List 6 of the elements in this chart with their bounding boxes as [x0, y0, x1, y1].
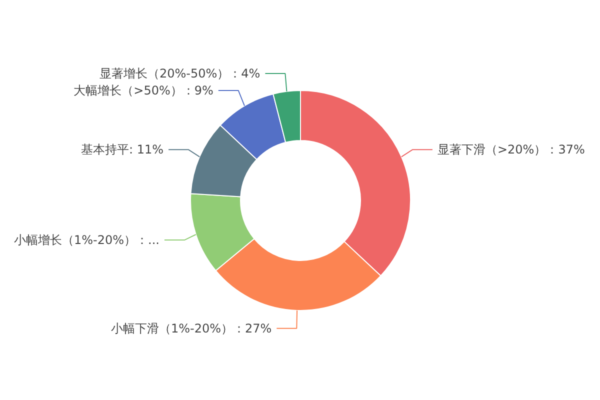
slice-label: 小幅增长（1%-20%）：... — [14, 233, 160, 248]
slice-label: 显著下滑（>20%）：37% — [437, 142, 585, 157]
slice-label: 显著增长（20%-50%）：4% — [100, 66, 260, 81]
slice-label: 基本持平: 11% — [81, 142, 164, 157]
slice-label: 大幅增长（>50%）：9% — [74, 84, 214, 98]
slice-label: 小幅下滑（1%-20%）：27% — [110, 321, 272, 336]
